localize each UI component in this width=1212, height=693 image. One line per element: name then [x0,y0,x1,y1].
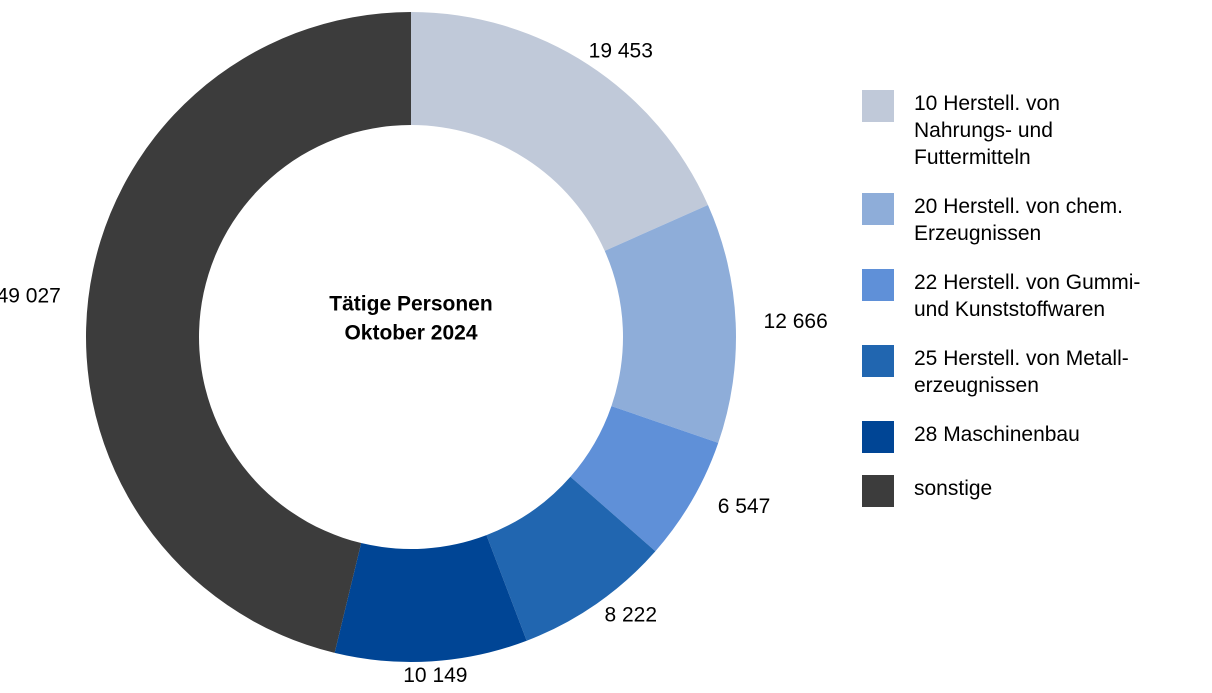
data-label: 49 027 [0,284,61,307]
legend-swatch [862,90,894,122]
legend-item: 20 Herstell. von chem. Erzeugnissen [862,193,1162,247]
legend-item: 22 Herstell. von Gummi- und Kunststoffwa… [862,269,1162,323]
legend-label: 25 Herstell. von Metall-erzeugnissen [914,347,1129,397]
center-text: Oktober 2024 [344,322,477,345]
legend-swatch [862,193,894,225]
legend: 10 Herstell. von Nahrungs- und Futtermit… [862,90,1162,529]
data-label: 12 666 [764,310,828,333]
legend-swatch [862,269,894,301]
data-label: 19 453 [589,39,653,62]
donut-slice [86,12,411,653]
center-text: Tätige Personen [329,293,492,316]
legend-label: 22 Herstell. von Gummi- und Kunststoffwa… [914,271,1141,321]
legend-swatch [862,421,894,453]
donut-slice [570,406,719,552]
legend-item: 10 Herstell. von Nahrungs- und Futtermit… [862,90,1162,171]
data-label: 8 222 [604,604,657,627]
legend-swatch [862,345,894,377]
legend-item: 28 Maschinenbau [862,421,1162,453]
chart: Tätige Personen Oktober 2024 19 453 12 66… [0,12,828,687]
legend-label: 28 Maschinenbau [914,423,1080,446]
donut-slice [411,12,708,251]
legend-item: sonstige [862,475,1162,507]
data-label: 10 149 [403,664,467,687]
donut-slice [486,476,656,641]
legend-label: sonstige [914,477,993,500]
legend-item: 25 Herstell. von Metall-erzeugnissen [862,345,1162,399]
donut-slice [334,535,527,662]
legend-swatch [862,475,894,507]
donut-slice [604,204,736,443]
legend-label: 10 Herstell. von Nahrungs- und Futtermit… [914,92,1060,169]
data-label: 6 547 [718,495,771,518]
legend-label: 20 Herstell. von chem. Erzeugnissen [914,195,1123,245]
